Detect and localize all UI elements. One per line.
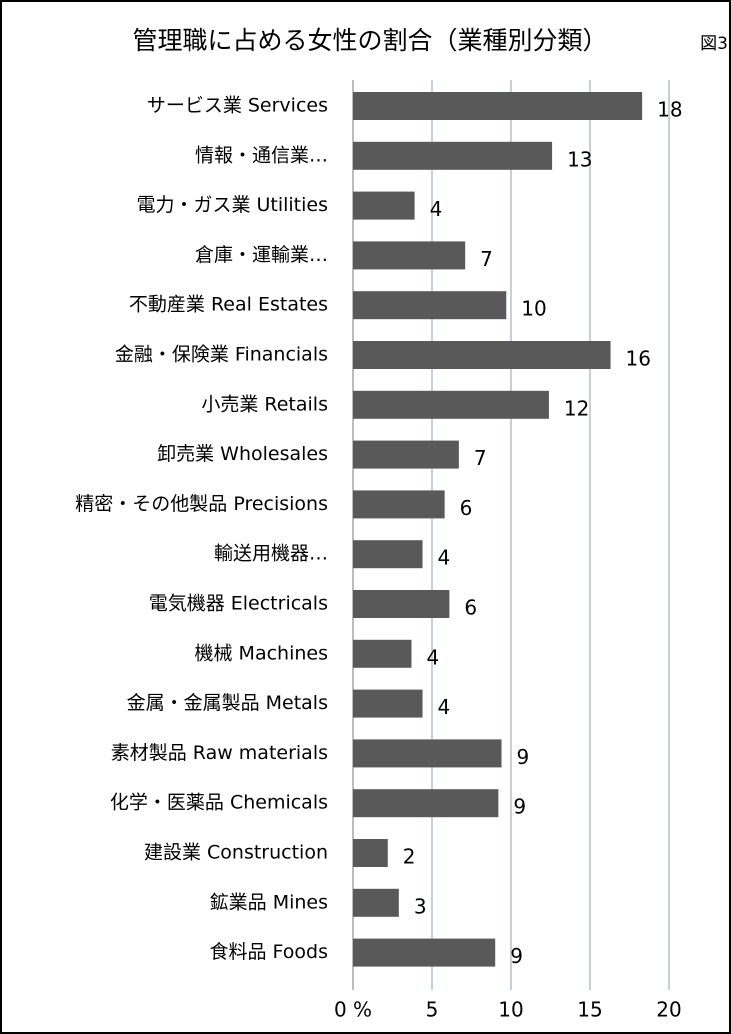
bar [353, 839, 388, 867]
y-tick-label: 化学・医薬品 Chemicals [110, 792, 328, 814]
value-label: 6 [460, 496, 473, 520]
x-tick-label: 0 % [334, 998, 372, 1022]
bar [353, 689, 423, 718]
figure-label: 図3 [700, 34, 728, 54]
y-tick-label: 輸送用機器… [214, 543, 328, 565]
bar [353, 639, 412, 668]
bar [353, 490, 445, 519]
value-label: 2 [403, 845, 416, 869]
y-tick-label: 情報・通信業… [195, 144, 328, 166]
value-label: 10 [521, 297, 546, 321]
value-label: 3 [414, 894, 427, 918]
y-tick-label: 小売業 Retails [201, 393, 328, 415]
y-tick-label: 不動産業 Real Estates [129, 294, 328, 316]
bar [353, 739, 502, 768]
y-tick-label: サービス業 Services [147, 95, 328, 117]
bar [353, 241, 466, 270]
value-label: 6 [464, 596, 477, 620]
y-tick-label: 電力・ガス業 Utilities [136, 194, 328, 216]
value-label: 18 [657, 98, 682, 122]
bar [353, 341, 611, 369]
x-tick-label: 20 [656, 998, 681, 1022]
bar [353, 191, 415, 220]
value-label: 9 [513, 795, 526, 819]
x-tick-label: 15 [577, 998, 602, 1022]
value-label: 16 [626, 347, 651, 371]
value-label: 4 [438, 695, 451, 719]
y-tick-label: 素材製品 Raw materials [111, 742, 328, 764]
bar [353, 390, 549, 419]
y-tick-label: 建設業 Construction [144, 842, 328, 864]
bar [353, 141, 553, 170]
x-tick-label: 10 [498, 998, 523, 1022]
bar [353, 92, 643, 120]
bar [353, 888, 399, 917]
y-tick-label: 機械 Machines [195, 642, 328, 664]
y-tick-label: 金融・保険業 Financials [115, 344, 328, 366]
value-label: 12 [564, 396, 589, 420]
value-label: 4 [426, 645, 439, 669]
value-label: 13 [567, 147, 592, 171]
value-label: 4 [430, 197, 443, 221]
bar [353, 789, 499, 818]
y-tick-label: 倉庫・運輸業… [195, 244, 328, 266]
y-tick-label: 金属・金属製品 Metals [127, 692, 328, 714]
chart-title: 管理職に占める女性の割合（業種別分類） [132, 26, 607, 55]
y-tick-label: 卸売業 Wholesales [157, 443, 328, 465]
y-tick-label: 食料品 Foods [210, 941, 329, 963]
y-tick-label: 鉱業品 Mines [210, 891, 328, 913]
bar [353, 291, 507, 320]
bar [353, 590, 450, 618]
value-label: 9 [510, 944, 523, 968]
y-tick-label: 精密・その他製品 Precisions [75, 493, 328, 515]
value-label: 4 [438, 546, 451, 570]
bar [353, 938, 496, 967]
value-label: 7 [474, 446, 487, 470]
x-tick-label: 5 [426, 998, 439, 1022]
bar [353, 540, 423, 569]
y-tick-label: 電気機器 Electricals [149, 593, 328, 615]
bar [353, 440, 459, 469]
value-label: 9 [517, 745, 530, 769]
value-label: 7 [480, 247, 493, 271]
